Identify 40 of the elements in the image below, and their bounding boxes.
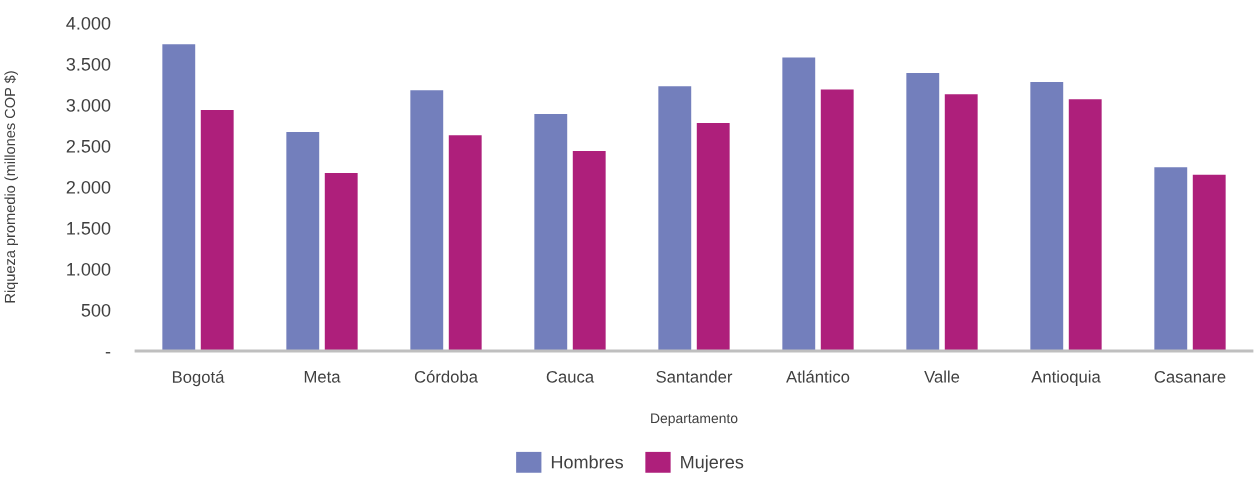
bar: [658, 86, 692, 351]
y-tick-label: 1.500: [67, 221, 111, 235]
x-tick-label: Bogotá: [172, 370, 225, 387]
x-tick-label: Antioquia: [1031, 370, 1101, 386]
x-tick-label: Valle: [924, 370, 960, 383]
y-tick-label: -: [105, 352, 111, 354]
legend-label: Mujeres: [681, 455, 744, 473]
bar: [534, 114, 568, 351]
legend-label: Hombres: [551, 455, 624, 469]
bar: [1068, 99, 1102, 351]
bar: [1154, 167, 1188, 351]
y-tick-label: 1.000: [67, 262, 111, 276]
bar: [410, 90, 444, 351]
x-tick-label: Cauca: [546, 370, 595, 383]
y-tick-label: 500: [81, 303, 111, 317]
x-tick-label: Atlántico: [786, 370, 850, 383]
bar: [572, 150, 606, 351]
y-tick-label: 2.000: [66, 180, 111, 194]
bar: [162, 44, 196, 351]
x-axis-title: Departamento: [651, 413, 738, 426]
y-tick-label: 3.000: [66, 98, 111, 112]
x-tick-label: Casanare: [1154, 370, 1226, 383]
bar: [906, 73, 940, 351]
x-tick-label: Santander: [656, 370, 733, 383]
y-tick-label: 4.000: [66, 16, 111, 30]
bar: [200, 109, 234, 351]
y-tick-label: 3.500: [66, 57, 111, 71]
y-axis-title: Riqueza promedio (millones COP $): [4, 71, 18, 303]
bar: [944, 94, 978, 351]
bar: [324, 173, 358, 351]
bar: [1030, 82, 1064, 351]
bar: [286, 132, 320, 351]
x-tick-label: Córdoba: [414, 370, 478, 383]
bar: [1192, 174, 1226, 351]
bar: [448, 135, 482, 351]
bar: [696, 123, 730, 351]
bar: [820, 89, 854, 351]
bar: [782, 57, 816, 351]
x-tick-label: Meta: [304, 371, 341, 383]
y-tick-label: 2.500: [66, 139, 111, 153]
